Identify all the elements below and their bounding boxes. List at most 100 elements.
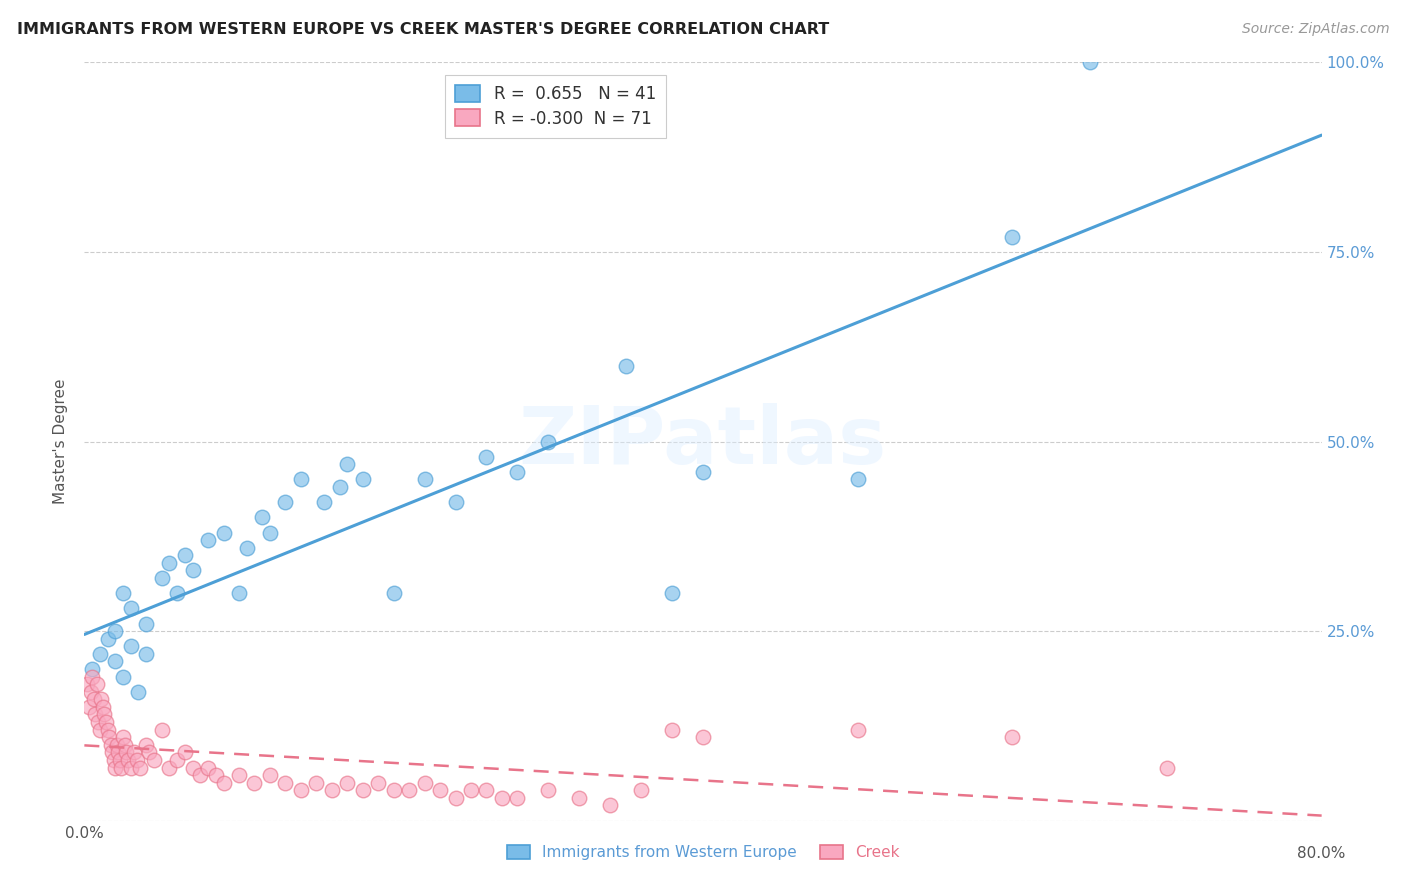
Point — [150, 571, 173, 585]
Point — [188, 768, 211, 782]
Point — [117, 753, 139, 767]
Point — [846, 473, 869, 487]
Point — [661, 723, 683, 737]
Point — [475, 450, 498, 464]
Point — [86, 677, 108, 691]
Point — [112, 730, 135, 744]
Y-axis label: Master's Degree: Master's Degree — [53, 379, 69, 504]
Point — [110, 760, 132, 774]
Point — [568, 791, 591, 805]
Point — [77, 699, 100, 714]
Point — [89, 647, 111, 661]
Point — [352, 473, 374, 487]
Point — [143, 753, 166, 767]
Point — [129, 760, 152, 774]
Point — [661, 586, 683, 600]
Point — [125, 753, 148, 767]
Point — [120, 639, 142, 653]
Point — [312, 495, 335, 509]
Point — [328, 480, 352, 494]
Point — [382, 586, 405, 600]
Point — [135, 738, 157, 752]
Point — [91, 699, 114, 714]
Point — [290, 783, 312, 797]
Point — [107, 746, 129, 760]
Point — [82, 669, 104, 683]
Point — [235, 541, 259, 555]
Text: 80.0%: 80.0% — [1298, 846, 1346, 861]
Point — [413, 776, 436, 790]
Point — [79, 685, 101, 699]
Point — [614, 359, 637, 373]
Point — [506, 791, 529, 805]
Point — [181, 760, 204, 774]
Point — [1078, 55, 1101, 70]
Point — [115, 746, 138, 760]
Point — [166, 753, 188, 767]
Point — [112, 669, 135, 683]
Point — [138, 746, 160, 760]
Point — [101, 746, 124, 760]
Point — [104, 624, 127, 639]
Point — [692, 465, 714, 479]
Point — [103, 753, 125, 767]
Point — [228, 768, 250, 782]
Point — [243, 776, 266, 790]
Point — [1001, 229, 1024, 244]
Point — [367, 776, 389, 790]
Point — [692, 730, 714, 744]
Point — [112, 586, 135, 600]
Point — [114, 738, 136, 752]
Point — [491, 791, 513, 805]
Point — [228, 586, 250, 600]
Point — [274, 495, 297, 509]
Point — [444, 495, 467, 509]
Point — [352, 783, 374, 797]
Point — [259, 525, 281, 540]
Point — [96, 632, 118, 646]
Point — [174, 746, 197, 760]
Point — [259, 768, 281, 782]
Point — [96, 723, 118, 737]
Point — [89, 723, 111, 737]
Point — [429, 783, 451, 797]
Point — [382, 783, 405, 797]
Point — [166, 586, 188, 600]
Text: IMMIGRANTS FROM WESTERN EUROPE VS CREEK MASTER'S DEGREE CORRELATION CHART: IMMIGRANTS FROM WESTERN EUROPE VS CREEK … — [17, 22, 830, 37]
Point — [98, 730, 121, 744]
Point — [90, 692, 112, 706]
Point — [120, 760, 142, 774]
Point — [250, 510, 273, 524]
Point — [212, 776, 235, 790]
Point — [460, 783, 482, 797]
Point — [1001, 730, 1024, 744]
Point — [150, 723, 173, 737]
Point — [104, 655, 127, 669]
Text: ZIPatlas: ZIPatlas — [519, 402, 887, 481]
Point — [305, 776, 328, 790]
Point — [475, 783, 498, 797]
Point — [105, 738, 128, 752]
Point — [398, 783, 420, 797]
Point — [290, 473, 312, 487]
Point — [630, 783, 652, 797]
Point — [537, 434, 560, 449]
Point — [212, 525, 235, 540]
Point — [1156, 760, 1178, 774]
Point — [120, 601, 142, 615]
Point — [336, 776, 359, 790]
Point — [321, 783, 343, 797]
Point — [108, 753, 131, 767]
Point — [413, 473, 436, 487]
Point — [87, 715, 110, 730]
Point — [205, 768, 228, 782]
Point — [76, 677, 98, 691]
Point — [197, 533, 219, 548]
Point — [537, 783, 560, 797]
Point — [135, 616, 157, 631]
Point — [506, 465, 529, 479]
Point — [100, 738, 122, 752]
Point — [94, 715, 117, 730]
Point — [174, 548, 197, 563]
Point — [181, 564, 204, 578]
